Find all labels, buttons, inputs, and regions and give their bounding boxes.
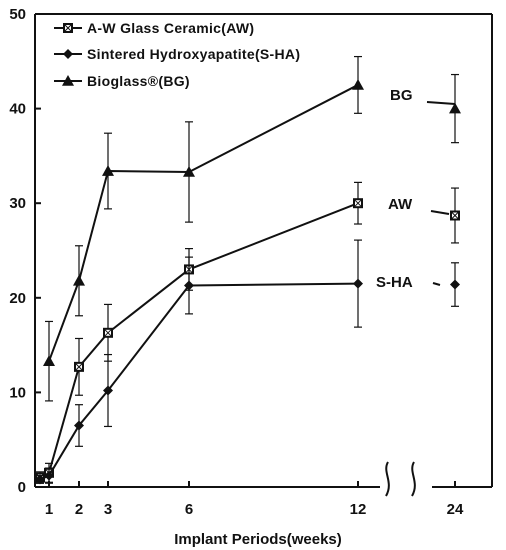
axis-break-mark-right [411,461,416,497]
x-tick-label: 1 [45,501,53,518]
series-aw: AW [35,181,460,484]
legend-label: A-W Glass Ceramic(AW) [87,20,254,36]
square-marker-hatch [104,329,112,337]
diamond-marker [63,49,73,59]
x-tick-label: 12 [350,501,367,518]
y-tick-label: 0 [18,479,26,496]
diamond-marker [353,278,363,289]
legend-item: Sintered Hydroxyapatite(S-HA) [54,46,300,62]
diamond-marker [450,279,460,290]
series-s-ha: S-HA [35,239,460,485]
x-tick-label: 24 [447,501,464,518]
triangle-marker [62,75,74,86]
triangle-marker [449,102,461,114]
diamond-marker [44,470,54,481]
triangle-marker [102,165,114,176]
diamond-marker [74,420,84,431]
series-bg: BG [43,55,461,402]
triangle-marker [73,274,85,286]
legend-label: Sintered Hydroxyapatite(S-HA) [87,46,300,62]
triangle-marker [183,165,195,177]
legend: A-W Glass Ceramic(AW) Sintered Hydroxyapa… [54,20,300,89]
triangle-marker [352,78,364,90]
label-leader-line [426,101,456,105]
y-tick-label: 50 [9,6,26,23]
square-marker-hatch [451,212,459,219]
series-line [39,282,359,481]
legend-item: Bioglass®(BG) [54,73,190,89]
triangle-marker [43,355,55,366]
x-tick-label: 6 [185,501,193,518]
label-leader-line [430,210,450,215]
y-tick-label: 10 [9,384,26,401]
series-line [48,84,359,362]
plot-frame [34,13,493,497]
diamond-marker [184,280,194,291]
legend-item: A-W Glass Ceramic(AW) [54,20,254,36]
x-tick-label: 3 [104,501,112,518]
series-end-label: BG [390,87,413,104]
axis-break-mark-left [385,461,390,497]
diamond-marker [35,474,45,485]
square-marker-hatch [354,199,362,207]
square-marker-hatch [64,24,72,32]
label-leader-line [432,282,441,286]
y-ticks: 0 10 20 30 40 50 [9,6,41,496]
y-tick-label: 20 [9,290,26,307]
series-end-label: AW [388,196,413,213]
x-axis-title: Implant Periods(weeks) [174,531,342,548]
diamond-marker [103,385,113,396]
y-tick-label: 40 [9,101,26,118]
series-end-label: S-HA [376,274,413,291]
legend-label: Bioglass®(BG) [87,73,190,89]
y-tick-label: 30 [9,195,26,212]
square-marker-hatch [75,363,83,371]
x-tick-label: 2 [75,501,83,518]
series-layer: AW S-HA BG [35,55,461,485]
